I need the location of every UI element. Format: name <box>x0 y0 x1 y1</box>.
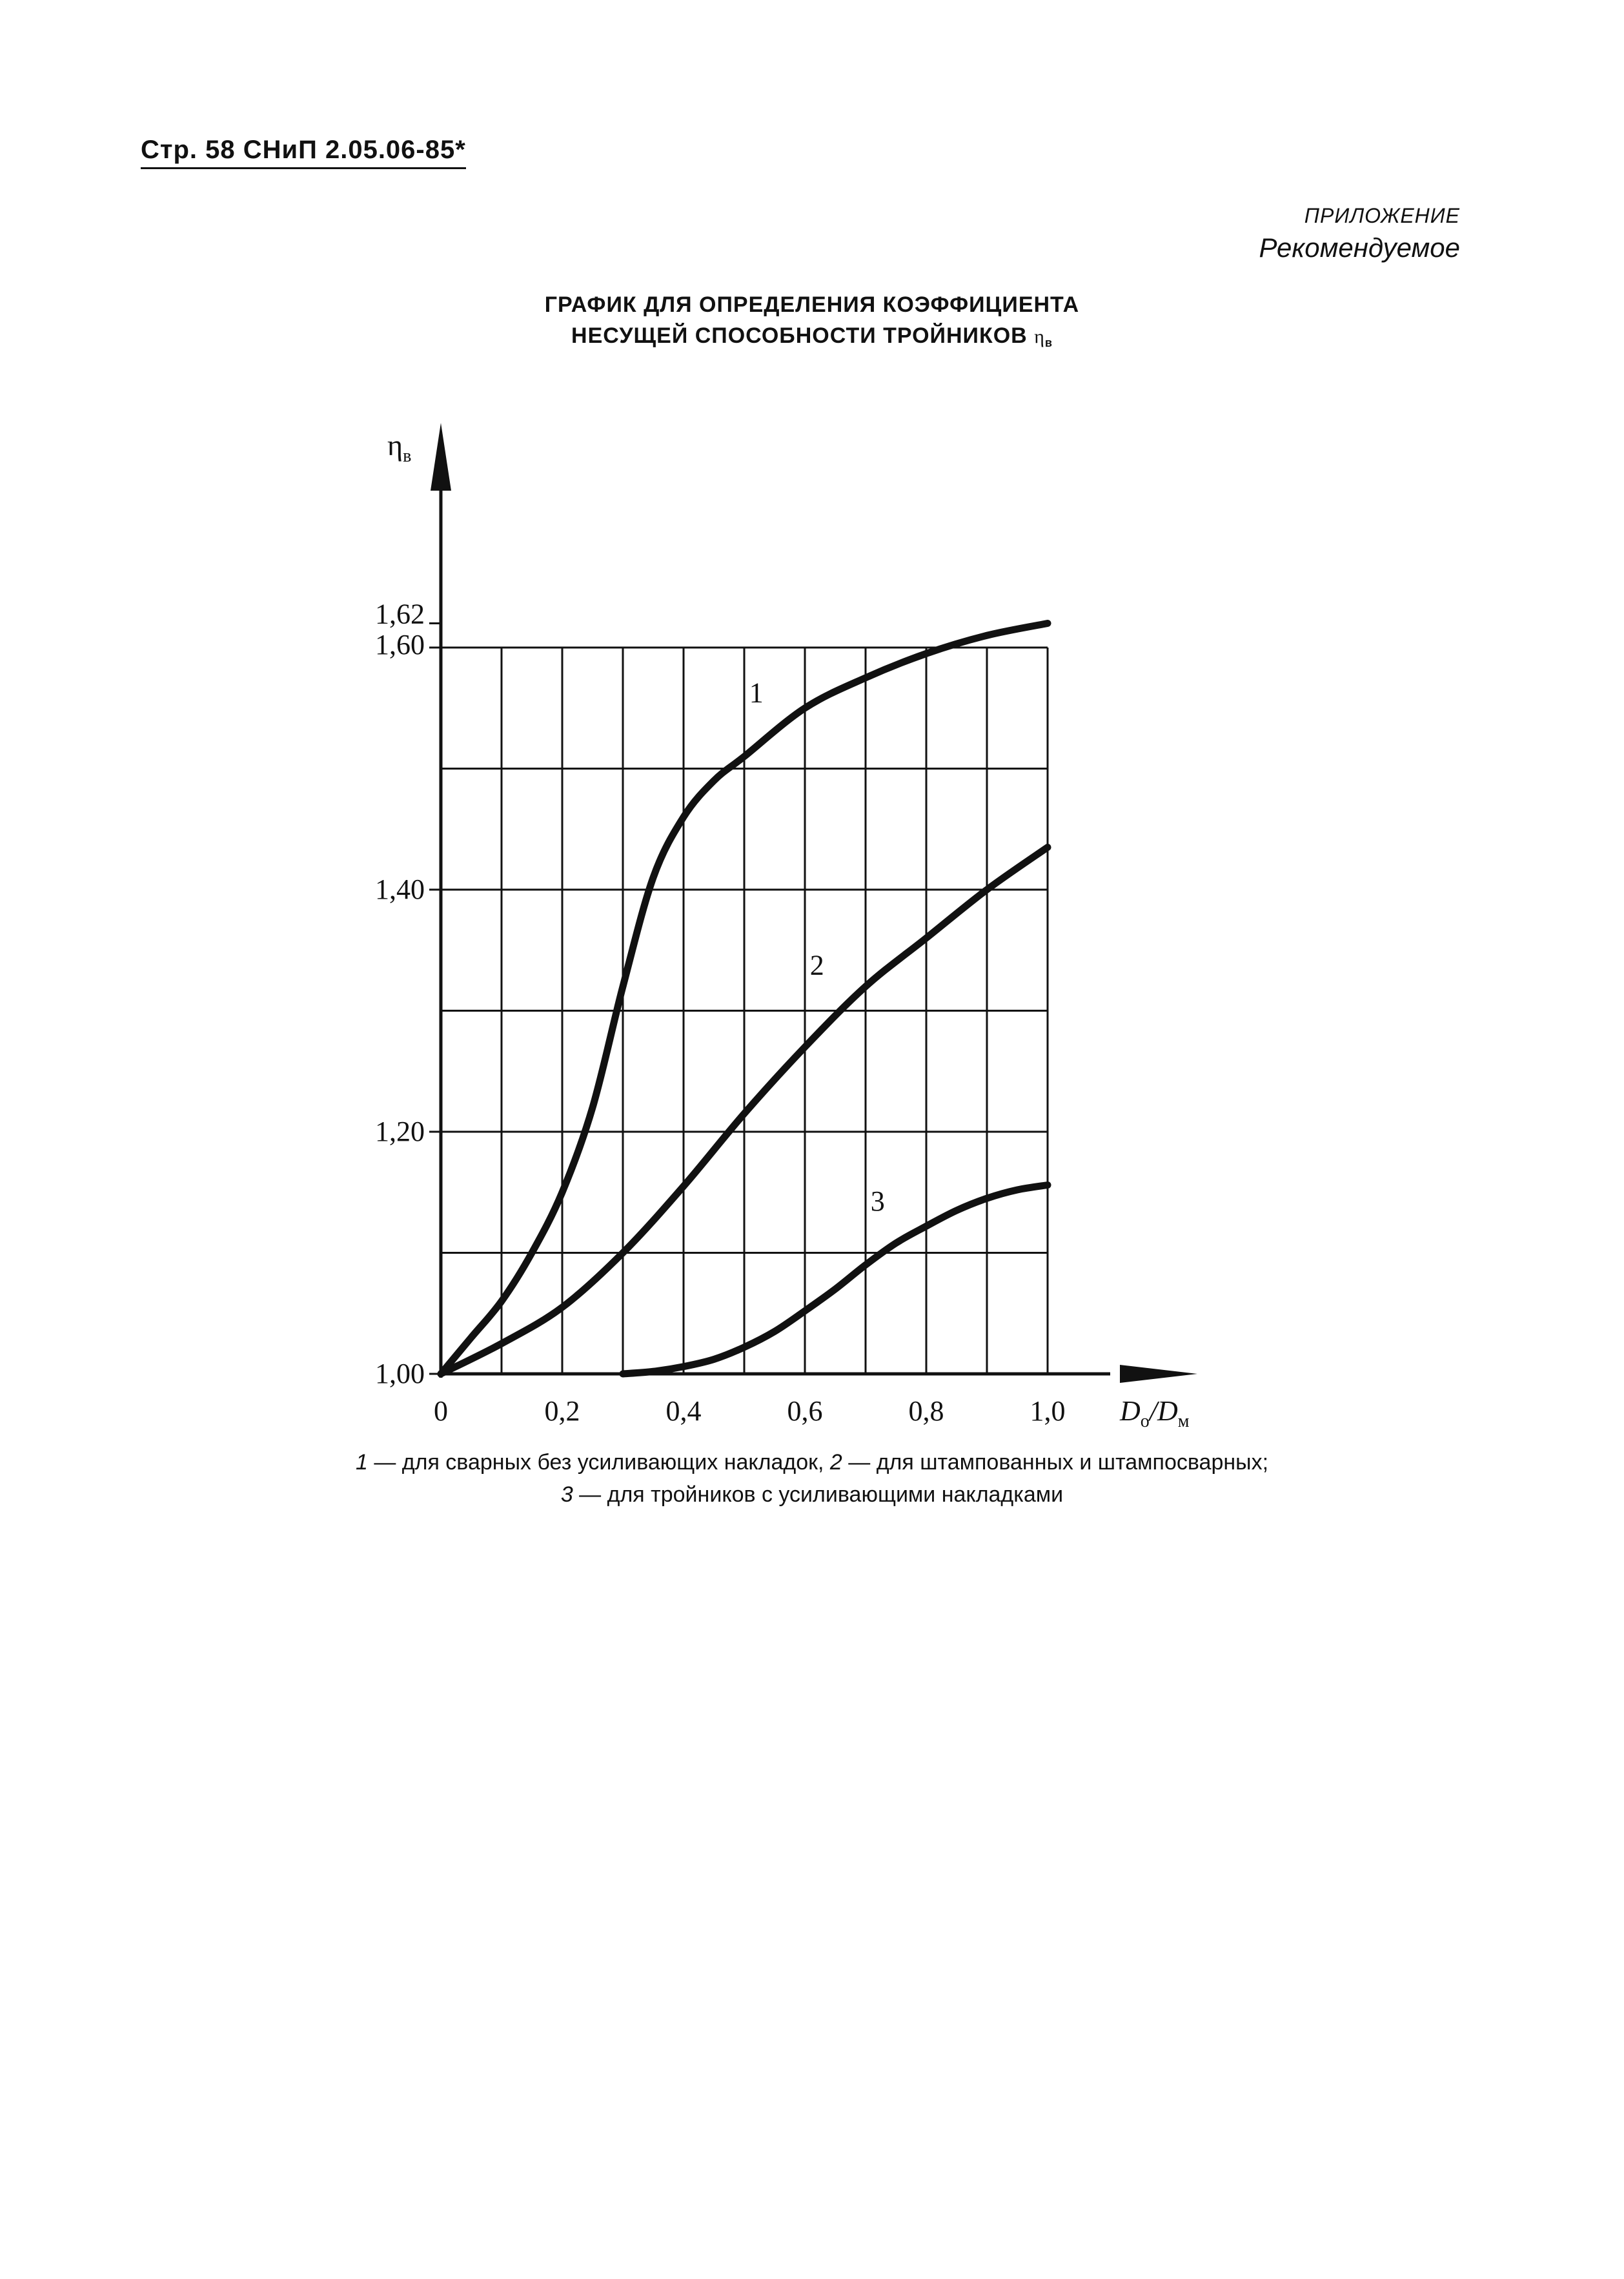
caption-num-3: 3 <box>560 1482 573 1507</box>
chart-title-line2: НЕСУЩЕЙ СПОСОБНОСТИ ТРОЙНИКОВ <box>571 323 1028 348</box>
figure-caption: 1 — для сварных без усиливающих накладок… <box>0 1446 1624 1511</box>
chart-ticks: 0 0,2 0,4 0,6 0,8 1,0 1,00 1,20 1,40 1,601,62 <box>375 598 1066 1427</box>
curve-label-3: 3 <box>871 1185 885 1217</box>
y-tick-label: 1,20 <box>375 1116 425 1147</box>
chart-axes: ηв Dо/Dм <box>387 423 1197 1431</box>
x-tick-label: 0,6 <box>787 1395 823 1427</box>
series-curve-3 <box>619 1181 1051 1378</box>
caption-text-3: — для тройников с усиливающими накладкам… <box>573 1482 1064 1507</box>
y-axis-label: ηв <box>387 429 411 466</box>
curve-label-1: 1 <box>749 677 764 708</box>
y-tick-label: 1,40 <box>375 874 425 905</box>
caption-text-2: — для штампованных и штампосварных; <box>842 1450 1269 1475</box>
chart-title-line1: ГРАФИК ДЛЯ ОПРЕДЕЛЕНИЯ КОЭФФИЦИЕНТА <box>544 292 1080 317</box>
curve-label-2: 2 <box>810 949 824 981</box>
chart-grid <box>441 646 1049 1374</box>
chart-title-symbol-sub: в <box>1044 336 1053 349</box>
x-axis-arrow <box>1120 1365 1197 1383</box>
chart-curve-labels: 1 2 3 <box>749 677 885 1217</box>
caption-num-2: 2 <box>829 1450 842 1475</box>
x-tick-label: 0,8 <box>909 1395 944 1427</box>
caption-num-1: 1 <box>355 1450 368 1475</box>
y-axis-arrow <box>431 423 451 491</box>
caption-line2: 3 — для тройников с усиливающими накладк… <box>0 1478 1624 1511</box>
x-tick-label: 0,4 <box>666 1395 702 1427</box>
series-curve-2 <box>437 843 1051 1378</box>
chart-title-line2-wrap: НЕСУЩЕЙ СПОСОБНОСТИ ТРОЙНИКОВ ηв <box>0 320 1624 358</box>
chart-series <box>437 620 1051 1378</box>
x-tick-label: 0 <box>434 1395 448 1427</box>
y-tick-label: 1,62 <box>375 598 425 630</box>
appendix-type: Рекомендуемое <box>1259 232 1461 263</box>
series-curve-1 <box>437 620 1051 1378</box>
chart-title: ГРАФИК ДЛЯ ОПРЕДЕЛЕНИЯ КОЭФФИЦИЕНТА НЕСУ… <box>0 289 1624 358</box>
y-tick-label: 1,60 <box>375 629 425 660</box>
x-tick-label: 0,2 <box>545 1395 580 1427</box>
x-axis-label: Dо/Dм <box>1119 1395 1190 1431</box>
chart-title-symbol: η <box>1034 326 1045 347</box>
page-header: Стр. 58 СНиП 2.05.06-85* <box>141 136 466 169</box>
caption-text-1: — для сварных без усиливающих накладок, <box>367 1450 830 1475</box>
y-tick-label: 1,00 <box>375 1358 425 1389</box>
caption-line1: 1 — для сварных без усиливающих накладок… <box>0 1446 1624 1478</box>
appendix-label: ПРИЛОЖЕНИЕ <box>1304 204 1460 227</box>
x-tick-label: 1,0 <box>1030 1395 1066 1427</box>
